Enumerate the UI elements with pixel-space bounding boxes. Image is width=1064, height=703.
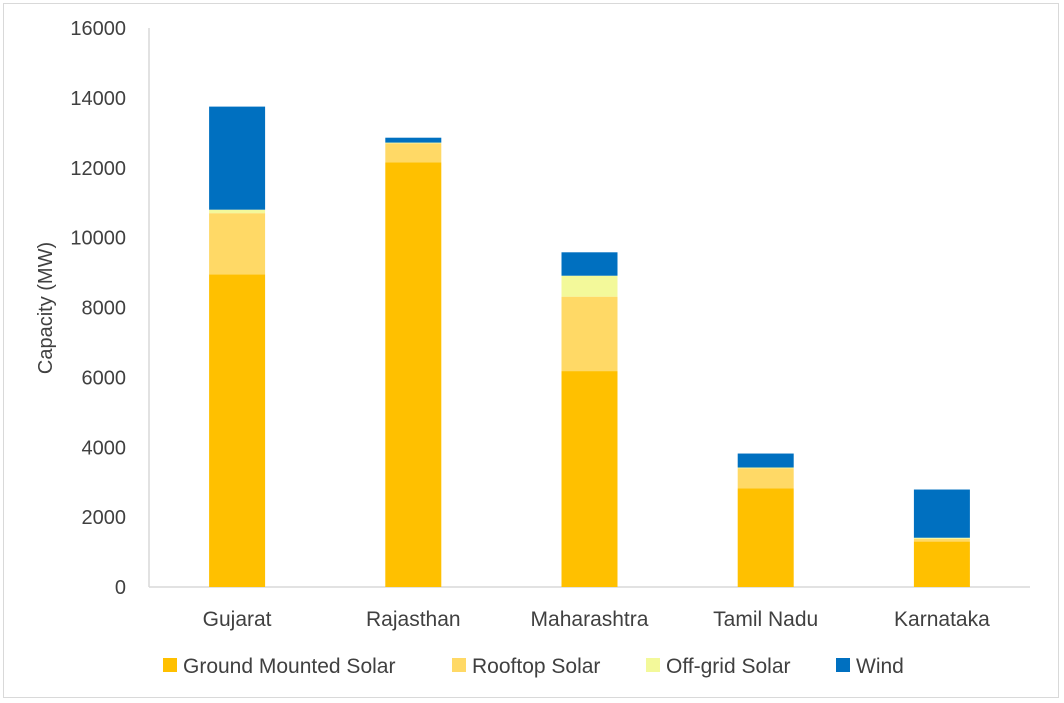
x-axis-categories: Gujarat Rajasthan Maharashtra Tamil Nadu Kar… xyxy=(203,608,990,631)
bar-segment-off-grid-solar xyxy=(561,275,618,297)
bar-segment-rooftop-solar xyxy=(913,538,970,542)
y-tick-label: 14000 xyxy=(70,88,126,110)
bar-segment-wind xyxy=(209,106,266,210)
y-tick-label: 12000 xyxy=(70,158,126,180)
x-category-label: Karnataka xyxy=(894,608,990,631)
bar-segment-ground-mounted-solar xyxy=(913,541,970,587)
legend-label: Off-grid Solar xyxy=(666,655,791,678)
legend: Ground Mounted Solar Rooftop Solar Off-gri… xyxy=(163,655,904,678)
bar-segment-wind xyxy=(737,453,794,468)
x-category-label: Rajasthan xyxy=(366,608,461,631)
x-category-label: Tamil Nadu xyxy=(713,608,818,631)
bar-segment-ground-mounted-solar xyxy=(737,488,794,587)
y-tick-label: 4000 xyxy=(82,437,127,459)
bars xyxy=(209,106,970,587)
bar-segment-ground-mounted-solar xyxy=(385,162,442,587)
y-axis-ticks: 0 2000 4000 6000 8000 10000 12000 14000 16000 xyxy=(70,18,126,599)
chart-frame xyxy=(3,3,1059,698)
legend-swatch xyxy=(836,658,850,672)
y-tick-label: 16000 xyxy=(70,18,126,40)
legend-label: Wind xyxy=(856,655,904,678)
bar-segment-off-grid-solar xyxy=(913,537,970,539)
bar-segment-rooftop-solar xyxy=(737,468,794,489)
x-category-label: Maharashtra xyxy=(531,608,649,631)
bar-segment-wind xyxy=(913,489,970,538)
bar-segment-wind xyxy=(561,252,618,276)
y-tick-label: 8000 xyxy=(82,298,127,320)
y-tick-label: 0 xyxy=(115,577,126,599)
bar-segment-rooftop-solar xyxy=(385,143,442,163)
legend-swatch xyxy=(452,658,466,672)
bar-segment-off-grid-solar xyxy=(737,467,794,469)
bar-segment-off-grid-solar xyxy=(385,142,442,144)
y-tick-label: 2000 xyxy=(82,507,127,529)
bar-segment-rooftop-solar xyxy=(561,296,618,372)
bar-segment-off-grid-solar xyxy=(209,209,266,214)
bar-segment-wind xyxy=(385,137,442,143)
y-tick-label: 6000 xyxy=(82,367,127,389)
bar-segment-ground-mounted-solar xyxy=(209,274,266,587)
y-axis-label: Capacity (MW) xyxy=(35,242,57,374)
legend-swatch xyxy=(163,658,177,672)
legend-label: Ground Mounted Solar xyxy=(183,655,395,678)
legend-swatch xyxy=(646,658,660,672)
legend-label: Rooftop Solar xyxy=(472,655,600,678)
x-category-label: Gujarat xyxy=(203,608,272,631)
y-tick-label: 10000 xyxy=(70,228,126,250)
bar-segment-rooftop-solar xyxy=(209,213,266,275)
bar-segment-ground-mounted-solar xyxy=(561,371,618,587)
